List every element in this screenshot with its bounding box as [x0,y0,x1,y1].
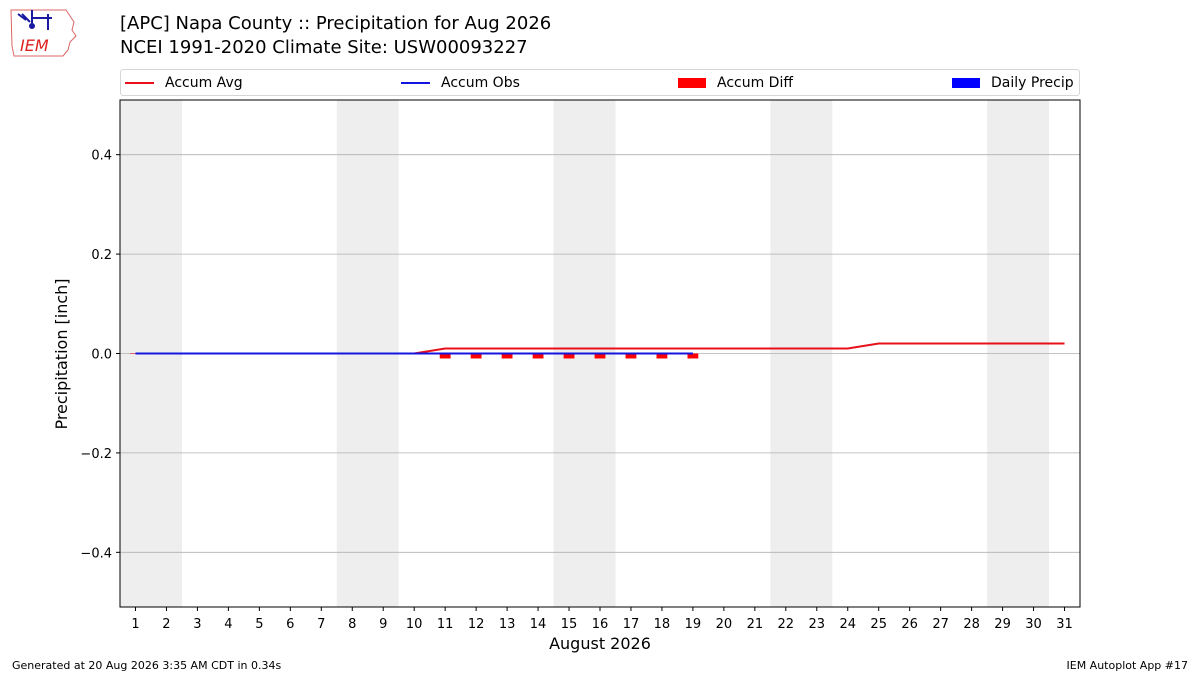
legend-swatch-daily-precip [952,77,980,88]
x-tick-label-26: 26 [901,617,918,632]
legend-label-daily-precip: Daily Precip [991,74,1074,91]
legend-label-accum-diff: Accum Diff [717,74,794,91]
footer-generated: Generated at 20 Aug 2026 3:35 AM CDT in … [12,659,282,672]
y-tick-label-1: −0.2 [80,447,112,462]
x-tick-label-19: 19 [685,617,702,632]
logo-text: IEM [20,36,49,55]
x-tick-label-17: 17 [623,617,640,632]
x-tick-label-31: 31 [1056,617,1073,632]
accum-diff-bar-15 [563,353,575,359]
accum-diff-bar-17 [625,353,637,359]
x-tick-label-30: 30 [1025,617,1042,632]
x-tick-label-11: 11 [437,617,454,632]
x-tick-label-1: 1 [131,617,139,632]
accum-diff-bar-12 [470,353,482,359]
legend-label-accum-avg: Accum Avg [165,74,243,91]
x-tick-label-5: 5 [255,617,263,632]
accum-diff-bar-16 [594,353,606,359]
x-tick-label-12: 12 [468,617,485,632]
x-tick-label-14: 14 [530,617,547,632]
accum-diff-bar-11 [439,353,451,359]
legend-item-daily-precip: Daily Precip [952,70,1074,95]
x-tick-label-6: 6 [286,617,294,632]
accum-diff-bar-13 [501,353,513,359]
x-tick-label-29: 29 [994,617,1011,632]
x-tick-label-18: 18 [654,617,671,632]
y-tick-label-4: 0.4 [91,149,112,164]
footer-app: IEM Autoplot App #17 [1066,659,1189,672]
legend-swatch-accum-diff [678,77,706,88]
x-tick-label-22: 22 [778,617,795,632]
x-tick-label-10: 10 [406,617,423,632]
iem-logo: IEM [10,9,77,57]
legend-item-accum-avg: Accum Avg [125,70,243,95]
x-axis: 1 2 3 4 5 6 7 8 9 10 11 12 13 14 15 16 17 18 19 20 21 22 23 24 2… [131,607,1073,632]
x-tick-label-27: 27 [932,617,949,632]
legend-item-accum-diff: Accum Diff [678,70,793,95]
y-axis-label: Precipitation [inch] [52,278,71,429]
series-lines [135,342,1065,355]
y-axis: −0.4 −0.2 0.0 0.2 0.4 [80,149,120,561]
legend-swatch-accum-avg [125,81,154,84]
chart-title: [APC] Napa County :: Precipitation for A… [120,13,552,34]
x-tick-label-23: 23 [809,617,826,632]
x-tick-label-7: 7 [317,617,325,632]
x-tick-label-2: 2 [162,617,170,632]
x-axis-label: August 2026 [549,634,651,653]
legend: Accum Avg Accum Obs Accum Diff Daily Pre… [120,69,1080,96]
x-tick-label-25: 25 [870,617,887,632]
y-tick-label-3: 0.2 [91,248,112,263]
x-tick-label-24: 24 [839,617,856,632]
y-tick-label-0: −0.4 [80,546,112,561]
accum-diff-bar-19 [687,353,699,359]
legend-swatch-accum-obs [401,81,430,84]
accum-diff-bar-14 [532,353,544,359]
x-tick-label-21: 21 [747,617,764,632]
x-tick-label-13: 13 [499,617,516,632]
x-tick-label-3: 3 [193,617,201,632]
y-tick-label-2: 0.0 [91,348,112,363]
x-tick-label-8: 8 [348,617,356,632]
x-tick-label-20: 20 [716,617,733,632]
x-tick-label-28: 28 [963,617,980,632]
accum-diff-bar-18 [656,353,668,359]
x-tick-label-9: 9 [379,617,387,632]
chart-subtitle: NCEI 1991-2020 Climate Site: USW00093227 [120,37,528,58]
legend-label-accum-obs: Accum Obs [441,74,520,91]
x-tick-label-16: 16 [592,617,609,632]
legend-item-accum-obs: Accum Obs [401,70,520,95]
x-tick-label-15: 15 [561,617,578,632]
x-tick-label-4: 4 [224,617,232,632]
